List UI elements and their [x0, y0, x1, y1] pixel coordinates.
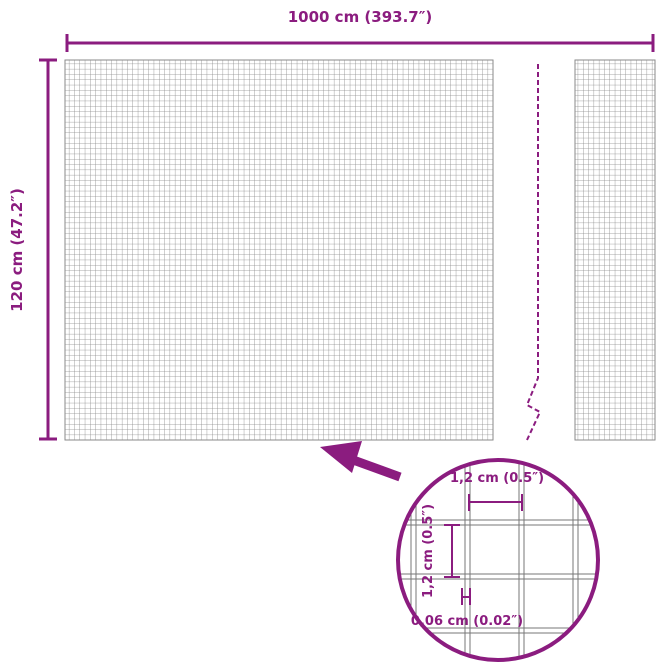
- magnifier-circle: [396, 458, 600, 662]
- height-label: 120 cm (47.2″): [8, 188, 26, 312]
- mesh-width-label: 1,2 cm (0.5″): [450, 471, 544, 486]
- wire-thickness-label: 0,06 cm (0.02″): [411, 614, 523, 629]
- height-dimension-line: [39, 58, 57, 441]
- magnified-mesh-detail: 1,2 cm (0.5″) 1,2 cm (0.5″) 0,06 cm (0.0…: [396, 458, 600, 662]
- break-line: [525, 64, 542, 441]
- width-label: 1000 cm (393.7″): [288, 8, 433, 26]
- arrow-icon: [320, 441, 402, 482]
- mesh-panel-right: [574, 59, 656, 441]
- mesh-panel-left: [64, 59, 494, 441]
- mesh-height-label: 1,2 cm (0.5″): [421, 504, 436, 598]
- width-dimension-line: [65, 34, 655, 52]
